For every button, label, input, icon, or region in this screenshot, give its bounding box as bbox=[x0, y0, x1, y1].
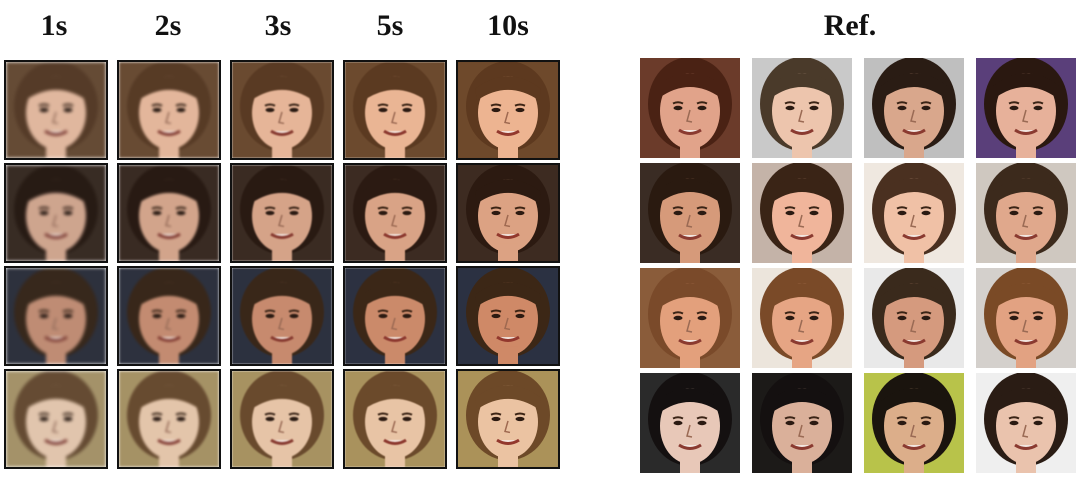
face-image bbox=[640, 58, 740, 158]
time-label-2s: 2s bbox=[154, 9, 182, 42]
reference-face-tile bbox=[864, 58, 964, 158]
reference-face-tile bbox=[976, 373, 1076, 473]
face-image bbox=[232, 268, 332, 364]
reference-face-tile bbox=[976, 163, 1076, 263]
face-image bbox=[345, 62, 445, 158]
generated-face-tile bbox=[456, 163, 560, 263]
reference-face-tile bbox=[752, 58, 852, 158]
face-image bbox=[345, 268, 445, 364]
generated-face-tile bbox=[4, 60, 108, 160]
time-label-5s: 5s bbox=[376, 9, 404, 42]
generated-face-tile bbox=[343, 60, 447, 160]
generated-face-tile bbox=[456, 266, 560, 366]
face-image bbox=[640, 163, 740, 263]
reference-face-tile bbox=[640, 373, 740, 473]
face-image bbox=[458, 268, 558, 364]
face-image bbox=[119, 62, 219, 158]
face-image bbox=[976, 163, 1076, 263]
time-label-3s: 3s bbox=[264, 9, 292, 42]
face-image bbox=[6, 268, 106, 364]
face-image bbox=[458, 165, 558, 261]
reference-face-tile bbox=[752, 163, 852, 263]
face-image bbox=[864, 58, 964, 158]
generated-face-tile bbox=[117, 163, 221, 263]
face-image bbox=[345, 165, 445, 261]
face-image bbox=[976, 58, 1076, 158]
face-image bbox=[752, 58, 852, 158]
generated-face-grid bbox=[4, 60, 564, 480]
face-image bbox=[864, 163, 964, 263]
face-image bbox=[232, 165, 332, 261]
generated-face-tile bbox=[117, 369, 221, 469]
reference-face-tile bbox=[976, 268, 1076, 368]
face-image bbox=[752, 268, 852, 368]
face-image bbox=[119, 165, 219, 261]
generated-face-tile bbox=[343, 369, 447, 469]
face-image bbox=[458, 62, 558, 158]
reference-face-tile bbox=[864, 163, 964, 263]
reference-face-tile bbox=[640, 268, 740, 368]
generated-face-tile bbox=[4, 266, 108, 366]
face-image bbox=[119, 268, 219, 364]
time-label-1s: 1s bbox=[40, 9, 68, 42]
face-image bbox=[976, 268, 1076, 368]
generated-face-tile bbox=[230, 60, 334, 160]
generated-face-tile bbox=[343, 266, 447, 366]
reference-face-tile bbox=[976, 58, 1076, 158]
face-image bbox=[232, 62, 332, 158]
face-image bbox=[458, 371, 558, 467]
generated-face-tile bbox=[456, 369, 560, 469]
reference-face-tile bbox=[752, 268, 852, 368]
reference-face-tile bbox=[640, 163, 740, 263]
face-image bbox=[6, 165, 106, 261]
face-image bbox=[976, 373, 1076, 473]
generated-face-tile bbox=[4, 163, 108, 263]
reference-face-grid bbox=[640, 58, 1076, 478]
reference-face-tile bbox=[752, 373, 852, 473]
generated-face-tile bbox=[230, 266, 334, 366]
face-image bbox=[752, 373, 852, 473]
generated-face-tile bbox=[230, 163, 334, 263]
generated-face-tile bbox=[456, 60, 560, 160]
face-image bbox=[6, 62, 106, 158]
face-image bbox=[640, 373, 740, 473]
reference-face-tile bbox=[640, 58, 740, 158]
face-image bbox=[6, 371, 106, 467]
face-image bbox=[864, 373, 964, 473]
face-image bbox=[232, 371, 332, 467]
generated-face-tile bbox=[230, 369, 334, 469]
face-image bbox=[752, 163, 852, 263]
generated-face-tile bbox=[117, 60, 221, 160]
face-image bbox=[640, 268, 740, 368]
reference-label: Ref. bbox=[823, 9, 877, 42]
face-image bbox=[345, 371, 445, 467]
generated-face-tile bbox=[343, 163, 447, 263]
generated-face-tile bbox=[117, 266, 221, 366]
reference-face-tile bbox=[864, 268, 964, 368]
generated-face-tile bbox=[4, 369, 108, 469]
face-image bbox=[864, 268, 964, 368]
reference-face-tile bbox=[864, 373, 964, 473]
face-image bbox=[119, 371, 219, 467]
time-label-10s: 10s bbox=[487, 9, 529, 42]
